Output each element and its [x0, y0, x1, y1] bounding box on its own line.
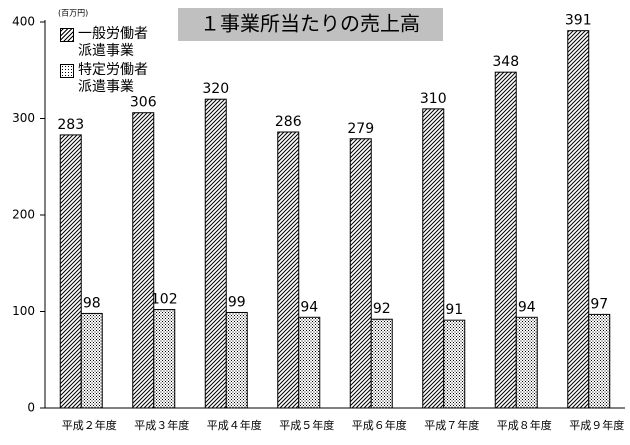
- x-tick-label: 平成９年度: [569, 418, 624, 432]
- value-label: 348: [492, 54, 519, 70]
- value-label: 94: [518, 299, 536, 315]
- value-label: 98: [83, 295, 101, 311]
- value-label: 99: [228, 294, 246, 310]
- y-tick-label: 400: [12, 15, 35, 29]
- bar: [80, 312, 103, 409]
- bar: [349, 138, 372, 409]
- bar: [422, 108, 445, 409]
- value-label: 306: [130, 95, 157, 111]
- chart-title: １事業所当たりの売上高: [200, 12, 420, 36]
- value-label: 97: [590, 296, 608, 312]
- value-label: 94: [300, 299, 318, 315]
- x-tick-label: 平成４年度: [207, 418, 262, 432]
- x-tick-label: 平成３年度: [134, 418, 189, 432]
- x-tick-label: 平成８年度: [497, 418, 552, 432]
- bar: [153, 309, 176, 409]
- y-tick-label: 200: [12, 208, 35, 222]
- bar: [132, 112, 155, 409]
- bar: [204, 98, 227, 409]
- value-label: 91: [445, 302, 463, 318]
- value-label: 283: [57, 117, 84, 133]
- bar: [370, 318, 393, 409]
- legend-swatch: [60, 28, 74, 42]
- legend-label: 特定労働者 派遣事業: [78, 62, 148, 95]
- legend-swatch: [60, 64, 74, 78]
- value-label: 279: [347, 121, 374, 137]
- value-label: 391: [565, 13, 592, 29]
- legend-label: 一般労働者 派遣事業: [78, 26, 148, 59]
- bar: [225, 311, 248, 409]
- bar: [277, 131, 300, 409]
- x-tick-label: 平成７年度: [424, 418, 479, 432]
- value-label: 320: [202, 81, 229, 97]
- y-tick-label: 0: [27, 401, 35, 415]
- bar: [298, 316, 321, 409]
- bar: [494, 71, 517, 409]
- title-box: [178, 8, 443, 41]
- bar: [515, 316, 538, 409]
- bar: [567, 30, 590, 409]
- legend-entry: 特定労働者 派遣事業: [60, 62, 148, 96]
- y-tick-label: 300: [12, 111, 35, 125]
- x-tick-label: 平成６年度: [352, 418, 407, 432]
- bar: [59, 134, 82, 409]
- legend-entry: 一般労働者 派遣事業: [60, 26, 148, 60]
- value-label: 92: [373, 301, 391, 317]
- bar: [443, 319, 466, 409]
- bar: [588, 313, 611, 409]
- x-tick-label: 平成２年度: [62, 418, 117, 432]
- value-label: 286: [275, 114, 302, 130]
- value-label: 102: [151, 292, 178, 308]
- x-tick-label: 平成５年度: [279, 418, 334, 432]
- unit-label: (百万円): [58, 9, 88, 18]
- value-label: 310: [420, 91, 447, 107]
- y-tick-label: 100: [12, 304, 35, 318]
